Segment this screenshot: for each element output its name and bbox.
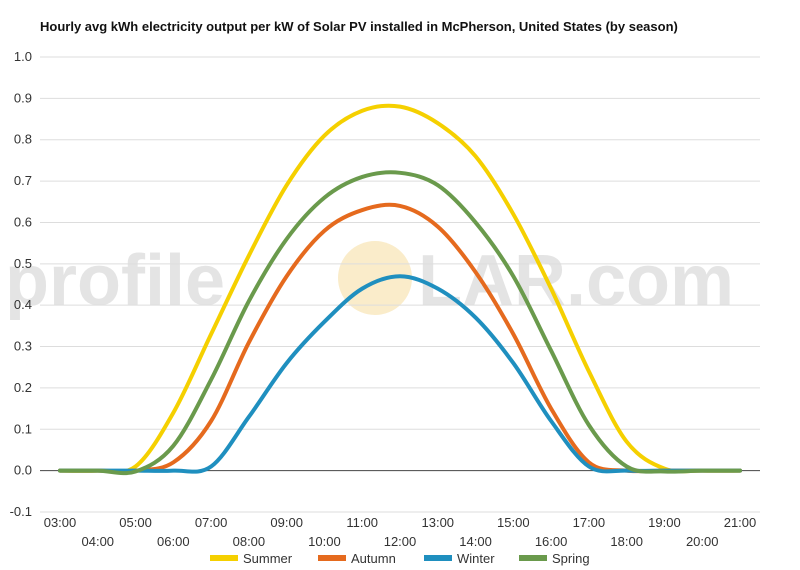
x-tick-label: 18:00 [610,534,643,549]
y-tick-label: 0.9 [14,90,32,105]
y-tick-label: 0.2 [14,380,32,395]
x-tick-label: 04:00 [82,534,115,549]
series-line-summer [58,103,742,474]
legend[interactable]: Summer Autumn Winter Spring [210,551,590,566]
series-line-winter [58,274,742,474]
y-tick-label: 0.1 [14,421,32,436]
legend-swatch [210,555,238,561]
x-tick-label: 17:00 [573,515,606,530]
x-tick-label: 06:00 [157,534,190,549]
legend-label: Autumn [351,551,396,566]
y-axis: -0.1 0.0 0.1 0.2 0.3 0.4 0.5 0.6 0.7 0.8 0.9 1.0 [10,49,32,519]
y-tick-label: 0.3 [14,339,32,354]
watermark-sun-icon [338,241,412,315]
legend-label: Summer [243,551,293,566]
x-tick-label: 13:00 [422,515,455,530]
x-tick-label: 16:00 [535,534,568,549]
x-axis: 03:00 04:00 05:00 06:00 07:00 08:00 09:00 10:00… [44,515,757,549]
x-tick-label: 07:00 [195,515,228,530]
y-tick-label: 0.8 [14,132,32,147]
x-tick-label: 03:00 [44,515,77,530]
legend-label: Winter [457,551,495,566]
watermark: profile LAR.com [5,241,734,321]
x-tick-label: 09:00 [270,515,303,530]
legend-swatch [318,555,346,561]
legend-swatch [519,555,547,561]
y-tick-label: 0.7 [14,173,32,188]
legend-item-autumn[interactable]: Autumn [318,551,396,566]
x-tick-label: 12:00 [384,534,417,549]
legend-item-summer[interactable]: Summer [210,551,293,566]
legend-label: Spring [552,551,590,566]
series-lines [58,103,742,476]
x-tick-label: 05:00 [119,515,152,530]
grid [40,56,760,513]
x-tick-label: 15:00 [497,515,530,530]
x-tick-label: 11:00 [346,515,378,530]
x-tick-label: 14:00 [459,534,492,549]
legend-item-winter[interactable]: Winter [424,551,495,566]
y-tick-label: -0.1 [10,504,32,519]
y-tick-label: 0.5 [14,256,32,271]
watermark-text-right: LAR.com [418,241,734,321]
y-tick-label: 0.0 [14,463,32,478]
legend-swatch [424,555,452,561]
chart-title: Hourly avg kWh electricity output per kW… [40,19,678,34]
x-tick-label: 21:00 [724,515,757,530]
watermark-text-left: profile [5,241,225,321]
y-tick-label: 0.6 [14,214,32,229]
legend-item-spring[interactable]: Spring [519,551,590,566]
y-tick-label: 1.0 [14,49,32,64]
x-tick-label: 10:00 [308,534,341,549]
x-tick-label: 08:00 [233,534,266,549]
x-tick-label: 19:00 [648,515,681,530]
series-line-spring [58,170,742,476]
y-tick-label: 0.4 [14,297,32,312]
x-tick-label: 20:00 [686,534,719,549]
